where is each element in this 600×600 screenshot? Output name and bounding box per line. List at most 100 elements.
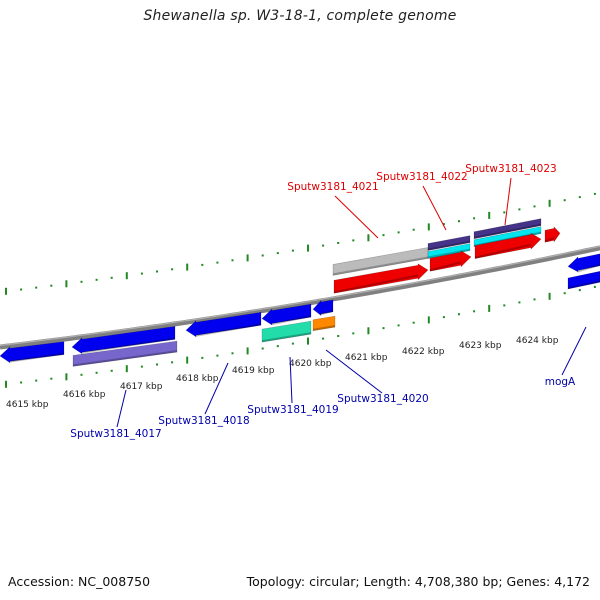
scale-label: 4616 kbp xyxy=(63,390,106,400)
scale-tick xyxy=(563,199,566,202)
scale-tick xyxy=(533,205,536,208)
feature-4023-misc-shade xyxy=(474,223,541,239)
gene-sputw3181-4020-shade xyxy=(321,309,333,316)
feature-4022-cds-shade xyxy=(428,248,470,259)
scale-tick xyxy=(231,259,234,262)
gene-sputw3181-4023 xyxy=(474,232,542,259)
feature-4023-misc xyxy=(473,218,542,240)
scale-tick xyxy=(322,244,325,247)
scale-tick xyxy=(140,272,143,275)
feature-4017-misc xyxy=(72,340,178,367)
accession-label: Accession: NC_008750 xyxy=(8,574,151,589)
label-sputw3181-4019-leader xyxy=(289,356,293,404)
label-sputw3181-4021: Sputw3181_4021 xyxy=(287,181,378,193)
gene-sputw3181-4022 xyxy=(429,250,472,272)
gene-reverse-left-edge-shade xyxy=(10,352,64,363)
label-sputw3181-4018-leader xyxy=(204,362,229,415)
scale-tick xyxy=(95,371,98,374)
scale-tick xyxy=(35,286,38,289)
gene-moga-shade xyxy=(578,263,600,273)
scale-tick xyxy=(427,223,430,231)
scale-tick xyxy=(518,301,521,304)
scale-tick xyxy=(473,217,476,220)
gene-moga xyxy=(567,253,600,273)
scale-tick xyxy=(367,327,370,335)
gene-sputw3181-4020 xyxy=(312,299,334,317)
scale-tick xyxy=(261,347,264,350)
label-sputw3181-4019: Sputw3181_4019 xyxy=(247,404,338,416)
feature-4023-cds xyxy=(473,226,542,248)
scale-tick xyxy=(156,363,158,366)
scale-tick xyxy=(80,373,83,376)
gene-sputw3181-4021-shade xyxy=(334,274,418,294)
scale-tick xyxy=(397,324,400,327)
scale-tick xyxy=(201,356,204,359)
top-scale-ticks xyxy=(5,192,596,295)
scale-tick xyxy=(50,377,53,380)
scale-label: 4617 kbp xyxy=(120,382,163,392)
scale-tick xyxy=(397,231,400,234)
gene-sputw3181-4022-shade xyxy=(430,261,461,272)
genome-backbone xyxy=(0,245,600,350)
scale-label: 4624 kbp xyxy=(516,336,559,346)
scale-tick xyxy=(593,192,596,195)
label-moga: mogA xyxy=(545,376,576,388)
scale-label: 4615 kbp xyxy=(6,400,49,410)
scale-tick xyxy=(458,313,460,316)
label-sputw3181-4017: Sputw3181_4017 xyxy=(70,428,161,440)
scale-tick xyxy=(503,304,506,307)
scale-tick xyxy=(307,337,309,345)
gene-sputw3181-4019 xyxy=(261,303,312,326)
gene-sputw3181-4018-shade xyxy=(196,323,261,337)
scale-tick xyxy=(548,292,551,300)
scale-tick xyxy=(488,304,491,312)
scale-tick xyxy=(291,249,294,252)
scale-tick xyxy=(5,287,7,295)
scale-label: 4622 kbp xyxy=(402,347,445,357)
scale-tick xyxy=(291,342,294,345)
feature-4020-misc-shade xyxy=(313,325,335,331)
feature-4022-misc xyxy=(427,235,471,251)
gene-sputw3181-4023-shade xyxy=(475,243,531,259)
feature-4020-misc xyxy=(312,315,336,332)
gene-moga-lower xyxy=(567,270,600,290)
scale-tick xyxy=(382,234,385,237)
label-sputw3181-4023-leader xyxy=(504,177,512,226)
scale-tick xyxy=(246,347,249,355)
label-sputw3181-4022: Sputw3181_4022 xyxy=(376,171,467,183)
scale-label: 4619 kbp xyxy=(232,366,275,376)
scale-tick xyxy=(458,220,460,223)
scale-tick xyxy=(276,345,279,348)
feature-4019-misc xyxy=(261,320,312,343)
scale-tick xyxy=(50,284,53,287)
scale-tick xyxy=(563,292,566,295)
scale-tick xyxy=(171,268,174,271)
scale-tick xyxy=(261,254,264,257)
topology-label: Topology: circular; Length: 4,708,380 bp… xyxy=(246,574,590,589)
scale-tick xyxy=(352,332,355,335)
scale-tick xyxy=(125,272,128,280)
scale-tick xyxy=(427,316,430,324)
scale-label: 4618 kbp xyxy=(176,374,219,384)
scale-tick xyxy=(156,270,158,273)
label-sputw3181-4020: Sputw3181_4020 xyxy=(337,393,428,405)
scale-tick xyxy=(352,239,355,242)
gene-sputw3181-4017-shade xyxy=(82,337,175,354)
scale-label: 4623 kbp xyxy=(459,341,502,351)
scale-tick xyxy=(201,263,204,266)
scale-tick xyxy=(216,261,219,264)
scale-tick xyxy=(412,228,415,231)
scale-tick xyxy=(518,208,521,211)
scale-tick xyxy=(473,310,476,313)
scale-tick xyxy=(442,223,445,226)
label-sputw3181-4021-leader xyxy=(334,195,379,239)
feature-4021-misc-shade xyxy=(333,256,428,276)
scale-tick xyxy=(548,199,551,207)
label-sputw3181-4017-leader xyxy=(116,389,127,428)
scale-tick xyxy=(322,337,325,340)
genome-title: Shewanella sp. W3-18-1, complete genome xyxy=(143,8,457,24)
gene-fragment-forward-shade xyxy=(545,237,554,243)
feature-4019-misc-shade xyxy=(262,332,311,343)
scale-tick xyxy=(533,298,536,301)
